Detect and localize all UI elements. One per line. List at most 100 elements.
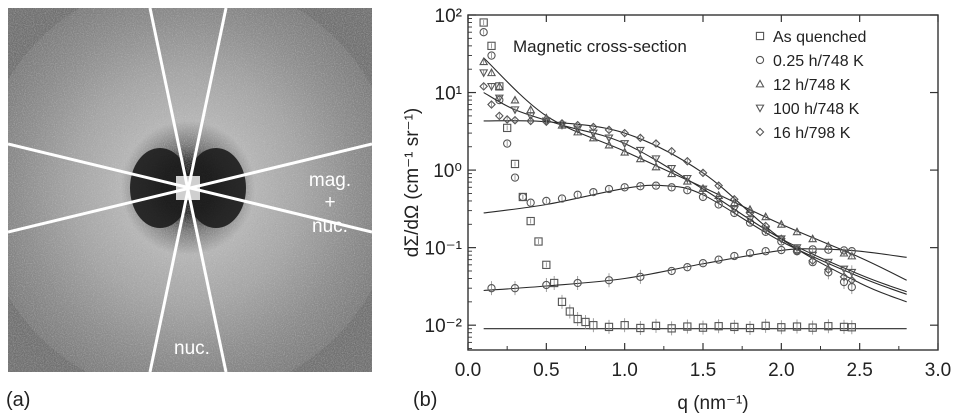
- data-point: [745, 248, 755, 258]
- sector-label-nuc-bottom: nuc.: [174, 338, 210, 359]
- data-point: [808, 257, 817, 267]
- data-point: [550, 278, 559, 288]
- data-point: [573, 314, 582, 324]
- data-point: [502, 115, 512, 124]
- data-point: [486, 68, 497, 77]
- data-point: [839, 265, 849, 274]
- series-group: [479, 82, 907, 303]
- data-point: [518, 192, 527, 202]
- data-point: [534, 237, 543, 246]
- data-point: [729, 206, 739, 215]
- data-point: [541, 117, 551, 126]
- data-point: [636, 182, 645, 191]
- data-point: [808, 256, 818, 266]
- series-fit-line: [483, 92, 907, 293]
- data-point: [698, 183, 708, 192]
- data-point: [714, 190, 724, 199]
- data-point: [510, 106, 520, 115]
- y-tick-label: 10⁰: [433, 161, 462, 182]
- data-point: [510, 284, 520, 293]
- data-point: [588, 129, 598, 138]
- data-point: [745, 323, 755, 333]
- y-tick-label: 10⁻²: [425, 316, 463, 337]
- data-point: [651, 321, 661, 331]
- x-axis-label: q (nm⁻¹): [677, 393, 748, 414]
- legend: As quenched 0.25 h/748 K 12 h/748 K 100 h/7…: [755, 29, 866, 142]
- data-point: [714, 181, 724, 191]
- data-point: [510, 95, 520, 104]
- data-point: [683, 263, 692, 272]
- series-group: [479, 28, 907, 295]
- y-tick-label: 10¹: [435, 84, 462, 105]
- data-point: [839, 277, 849, 287]
- data-point: [777, 237, 786, 246]
- data-point: [542, 196, 551, 206]
- panel-label-b: (b): [413, 389, 438, 411]
- data-point: [792, 247, 802, 256]
- legend-marker: [755, 79, 765, 88]
- x-tick-label: 1.5: [690, 360, 716, 381]
- data-point: [494, 111, 504, 121]
- data-point: [761, 226, 771, 235]
- data-point: [487, 284, 496, 293]
- data-point: [730, 208, 739, 218]
- data-point: [487, 51, 496, 60]
- data-point: [824, 322, 833, 331]
- data-point: [792, 227, 802, 236]
- data-point: [683, 186, 692, 195]
- data-point: [714, 255, 723, 264]
- data-point: [526, 116, 536, 126]
- data-point: [620, 321, 629, 330]
- data-point: [808, 234, 818, 243]
- anisotropic-lobe-right: [186, 148, 246, 228]
- legend-marker: [755, 55, 765, 65]
- series-group: [479, 56, 907, 281]
- data-point: [588, 122, 598, 132]
- data-point: [604, 125, 614, 135]
- data-point: [510, 173, 520, 182]
- data-point: [557, 194, 567, 203]
- data-point: [604, 140, 614, 149]
- data-point: [682, 156, 692, 166]
- data-point: [745, 218, 755, 227]
- data-point: [761, 227, 770, 236]
- data-point: [487, 100, 496, 109]
- data-point: [729, 194, 739, 204]
- data-point: [479, 18, 488, 27]
- sector-label-plus: +: [324, 192, 335, 213]
- legend-label: 16 h/798 K: [773, 125, 851, 142]
- data-point: [503, 123, 512, 133]
- data-point: [565, 307, 574, 316]
- data-point: [667, 266, 676, 276]
- data-point: [651, 155, 661, 164]
- chart-title: Magnetic cross-section: [513, 37, 687, 56]
- data-point: [683, 322, 692, 331]
- sector-lines: [8, 8, 372, 372]
- data-point: [541, 117, 551, 127]
- data-point: [730, 251, 739, 261]
- data-layer: [479, 18, 907, 336]
- data-point: [510, 115, 520, 125]
- series-group: [483, 245, 907, 296]
- x-tick-label: 2.5: [846, 360, 872, 381]
- data-point: [486, 82, 497, 92]
- data-point: [573, 127, 583, 136]
- x-tick-label: 0.5: [533, 360, 559, 381]
- data-point: [635, 154, 645, 163]
- data-point: [510, 159, 520, 169]
- legend-marker: [755, 104, 765, 113]
- data-point: [635, 146, 645, 156]
- data-point: [847, 275, 857, 285]
- data-point: [792, 246, 802, 256]
- data-point: [745, 216, 755, 225]
- data-point: [651, 181, 661, 190]
- data-point: [698, 185, 708, 194]
- data-point: [847, 282, 856, 292]
- data-point: [636, 272, 645, 282]
- data-point: [847, 323, 856, 332]
- data-point: [761, 212, 771, 221]
- data-point: [777, 245, 786, 255]
- x-tick-label: 1.0: [611, 360, 637, 381]
- data-point: [847, 247, 856, 256]
- data-point: [479, 82, 489, 91]
